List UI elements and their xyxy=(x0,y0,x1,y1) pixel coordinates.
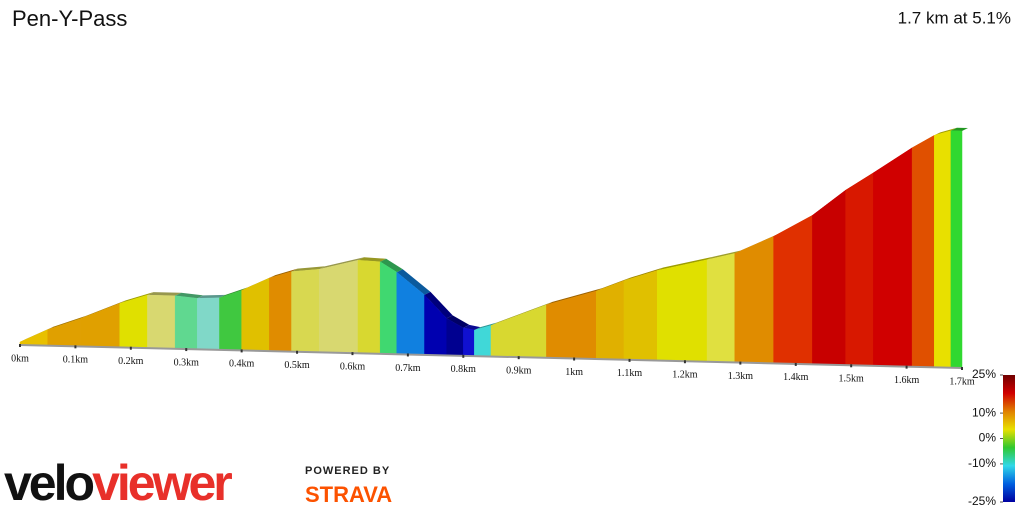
gradient-segment xyxy=(357,259,381,355)
x-tick-label: 1.1km xyxy=(617,368,643,379)
gradient-segment xyxy=(950,130,963,369)
gradient-segment xyxy=(19,329,48,346)
gradient-segment xyxy=(474,325,492,357)
gradient-segment xyxy=(546,290,597,360)
gradient-segment xyxy=(219,290,242,351)
x-tick-label: 0.2km xyxy=(118,356,144,367)
top-face xyxy=(380,258,403,273)
gradient-segment xyxy=(197,297,220,351)
top-face xyxy=(147,292,182,296)
logo: veloviewer POWERED BY STRAVA xyxy=(4,455,392,511)
gradient-segment xyxy=(80,303,120,348)
top-face xyxy=(175,292,204,299)
gradient-segment xyxy=(379,261,398,355)
gradient-segment xyxy=(119,294,148,349)
gradient-segment xyxy=(734,236,774,364)
top-face xyxy=(950,127,968,131)
x-tick-label: 1.4km xyxy=(783,372,809,383)
top-face xyxy=(446,315,470,328)
colorbar xyxy=(1003,375,1015,502)
logo-text: velo xyxy=(4,455,94,511)
gradient-segment xyxy=(623,270,658,361)
top-face xyxy=(546,288,603,305)
x-tick-label: 1km xyxy=(565,367,583,378)
gradient-segment xyxy=(706,253,736,363)
profile: 0km 0.1km 0.2km 0.3km 0.4km 0.5km 0.6km 0.7km 0.… xyxy=(11,127,975,387)
x-tick-label: 1.3km xyxy=(728,371,754,382)
top-face xyxy=(269,268,298,279)
top-face xyxy=(474,322,497,331)
x-tick-label: 0.6km xyxy=(340,361,366,372)
top-face xyxy=(119,292,154,304)
gradient-segment xyxy=(656,259,708,363)
top-face xyxy=(623,267,664,281)
x-tick-label: 0.1km xyxy=(63,355,89,366)
gradient-segment xyxy=(147,294,176,350)
strava: STRAVA xyxy=(305,482,392,507)
gradient-segment xyxy=(463,327,475,357)
gradient-segment xyxy=(241,277,270,352)
x-tick-label: 0.4km xyxy=(229,359,255,370)
x-tick-label: 1.2km xyxy=(672,370,698,381)
x-tick-label: 1.7km xyxy=(949,376,975,387)
gradient-segment xyxy=(934,130,952,368)
x-tick-label: 0.7km xyxy=(395,363,421,374)
gradient-segment xyxy=(812,189,846,366)
colorbar-label: -25% xyxy=(968,494,996,508)
top-face xyxy=(707,250,741,260)
x-tick-label: 0.8km xyxy=(451,364,477,375)
top-face xyxy=(463,324,481,331)
gradient-segment xyxy=(291,269,320,353)
top-face xyxy=(424,291,453,319)
top-face xyxy=(319,257,365,270)
gradient-segment xyxy=(911,134,935,368)
gradient-segment xyxy=(873,147,913,368)
top-face xyxy=(291,266,326,272)
gradient-segment xyxy=(269,271,292,352)
powered-by: POWERED BY xyxy=(305,465,390,477)
x-tick-label: 0.5km xyxy=(284,360,310,371)
top-face xyxy=(396,269,431,295)
colorbar-label: 25% xyxy=(972,367,996,381)
baseline xyxy=(19,344,963,369)
chart-title: Pen-Y-Pass xyxy=(12,6,127,31)
colorbar-label: 0% xyxy=(979,431,997,445)
x-tick-label: 1.5km xyxy=(839,374,865,385)
gradient-segment xyxy=(318,259,359,354)
gradient-segment xyxy=(47,318,82,347)
chart-subtitle: 1.7 km at 5.1% xyxy=(898,8,1011,27)
logo-velo: veloviewer xyxy=(4,455,232,511)
gradient-segment xyxy=(845,172,874,367)
x-tick-label: 0km xyxy=(11,353,29,364)
logo-text: viewer xyxy=(92,455,232,511)
x-tick-label: 0.9km xyxy=(506,365,532,376)
top-face xyxy=(934,127,957,136)
gradient-segment xyxy=(596,280,625,361)
x-tick-label: 1.6km xyxy=(894,375,920,386)
gradient-segment xyxy=(773,214,813,365)
gradient-segment xyxy=(174,295,198,350)
colorbar-label: -10% xyxy=(968,456,996,470)
top-face xyxy=(657,256,714,271)
gradient-segment xyxy=(490,304,547,359)
colorbar-label: 10% xyxy=(972,405,996,419)
x-tick-label: 0.3km xyxy=(174,357,200,368)
top-face xyxy=(197,294,226,299)
